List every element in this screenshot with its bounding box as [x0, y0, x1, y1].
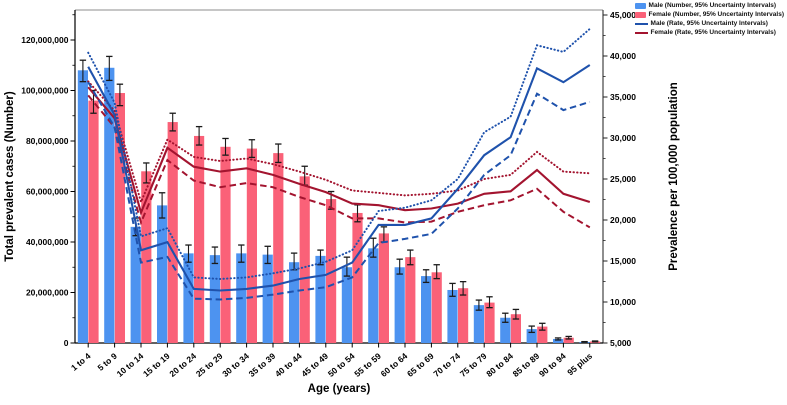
female-bar-0 — [88, 100, 99, 343]
male-bar-12 — [394, 267, 405, 343]
x-tick-label-19: 95 plus — [565, 351, 594, 378]
female-bar-12 — [405, 257, 416, 343]
female-bar-1 — [114, 93, 125, 344]
left-tick-label: 40,000,000 — [26, 237, 69, 247]
x-tick-label-5: 25 to 29 — [194, 351, 225, 379]
male-bar-4 — [183, 253, 194, 343]
x-tick-label-8: 40 to 44 — [273, 351, 304, 379]
male-bar-3 — [157, 205, 168, 343]
female-bar-10 — [352, 212, 363, 343]
male-rate-line-icon — [634, 23, 648, 25]
right-axis-title: Prevalence per 100,000 population — [668, 82, 680, 271]
x-tick-label-2: 10 to 14 — [115, 351, 146, 379]
female-bar-6 — [246, 148, 257, 343]
x-tick-label-3: 15 to 19 — [141, 351, 172, 379]
left-tick-label: 20,000,000 — [26, 288, 69, 298]
left-axis-title: Total prevalent cases (Number) — [4, 91, 16, 262]
legend: Male (Number, 95% Uncertainty Intervals)… — [634, 2, 784, 37]
x-tick-label-14: 70 to 74 — [431, 351, 462, 379]
x-tick-label-11: 55 to 59 — [352, 351, 383, 379]
left-tick-label: 120,000,000 — [21, 35, 69, 45]
male-bar-0 — [77, 70, 88, 344]
female-rate-lower-95-ui-line — [87, 94, 591, 229]
right-tick-label: 25,000 — [610, 174, 636, 184]
x-tick-label-6: 30 to 34 — [220, 351, 251, 379]
female-bar-9 — [326, 199, 337, 343]
legend-item-female-number: Female (Number, 95% Uncertainty Interval… — [634, 11, 784, 19]
legend-item-male-rate: Male (Rate, 95% Uncertainty Intervals) — [634, 20, 784, 28]
female-bar-17 — [537, 326, 548, 343]
female-bar-4 — [194, 135, 205, 343]
x-tick-label-15: 75 to 79 — [458, 351, 489, 379]
x-tick-label-17: 85 to 89 — [511, 351, 542, 379]
male-bar-14 — [447, 289, 458, 343]
male-rate-upper-95-ui-line — [87, 27, 591, 281]
male-bar-2 — [130, 226, 141, 343]
male-bar-16 — [500, 317, 511, 343]
right-tick-label: 40,000 — [610, 51, 636, 61]
x-tick-label-16: 80 to 84 — [484, 351, 515, 379]
right-tick-label: 5,000 — [610, 338, 632, 348]
female-bar-7 — [273, 153, 284, 343]
legend-label: Male (Number, 95% Uncertainty Intervals) — [648, 2, 777, 9]
female-rate-line-icon — [634, 32, 648, 34]
female-bar-2 — [141, 171, 152, 343]
right-tick-label: 15,000 — [610, 256, 636, 266]
female-bar-3 — [167, 122, 178, 343]
male-bar-8 — [289, 262, 300, 343]
male-bar-18 — [553, 338, 564, 343]
female-bar-11 — [378, 233, 389, 343]
male-bar-11 — [368, 248, 379, 343]
right-tick-label: 45,000 — [610, 10, 636, 20]
legend-item-female-rate: Female (Rate, 95% Uncertainty Intervals) — [634, 29, 784, 37]
female-bar-15 — [484, 302, 495, 343]
x-axis-title: Age (years) — [308, 383, 371, 395]
x-tick-label-0: 1 to 4 — [69, 351, 93, 373]
female-bar-14 — [458, 288, 469, 343]
male-bar-10 — [341, 267, 352, 343]
male-bar-7 — [262, 254, 273, 343]
male-number-swatch-icon — [634, 3, 646, 9]
x-tick-label-12: 60 to 64 — [379, 351, 410, 379]
left-tick-label: 80,000,000 — [26, 136, 69, 146]
male-bar-15 — [473, 305, 484, 343]
legend-label: Female (Rate, 95% Uncertainty Intervals) — [650, 29, 776, 36]
right-tick-label: 35,000 — [610, 92, 636, 102]
female-bar-13 — [431, 272, 442, 343]
male-bar-17 — [526, 329, 537, 343]
right-tick-label: 20,000 — [610, 215, 636, 225]
male-bar-13 — [421, 276, 432, 343]
left-tick-label: 100,000,000 — [21, 86, 69, 96]
female-bar-5 — [220, 146, 231, 343]
left-tick-label: 0 — [64, 338, 69, 348]
male-rate--line — [87, 64, 591, 292]
male-bar-1 — [104, 67, 115, 344]
left-tick-label: 60,000,000 — [26, 187, 69, 197]
right-tick-label: 10,000 — [610, 297, 636, 307]
x-tick-label-18: 90 to 94 — [537, 351, 568, 379]
legend-label: Female (Number, 95% Uncertainty Interval… — [648, 11, 784, 18]
male-bar-9 — [315, 255, 326, 343]
legend-item-male-number: Male (Number, 95% Uncertainty Intervals) — [634, 2, 784, 10]
male-bar-5 — [209, 255, 220, 343]
x-tick-label-13: 65 to 69 — [405, 351, 436, 379]
female-rate-upper-95-ui-line — [87, 80, 591, 205]
x-tick-label-4: 20 to 24 — [167, 351, 198, 379]
female-bar-18 — [563, 337, 574, 343]
female-rate--line — [87, 86, 591, 216]
legend-label: Male (Rate, 95% Uncertainty Intervals) — [650, 20, 768, 27]
x-tick-label-9: 45 to 49 — [299, 351, 330, 379]
male-rate-lower-95-ui-line — [87, 81, 591, 301]
x-tick-label-7: 35 to 39 — [247, 351, 278, 379]
female-number-swatch-icon — [634, 12, 646, 18]
right-tick-label: 30,000 — [610, 133, 636, 143]
female-bar-16 — [510, 314, 521, 343]
female-bar-8 — [299, 176, 310, 343]
x-tick-label-10: 50 to 54 — [326, 351, 357, 379]
